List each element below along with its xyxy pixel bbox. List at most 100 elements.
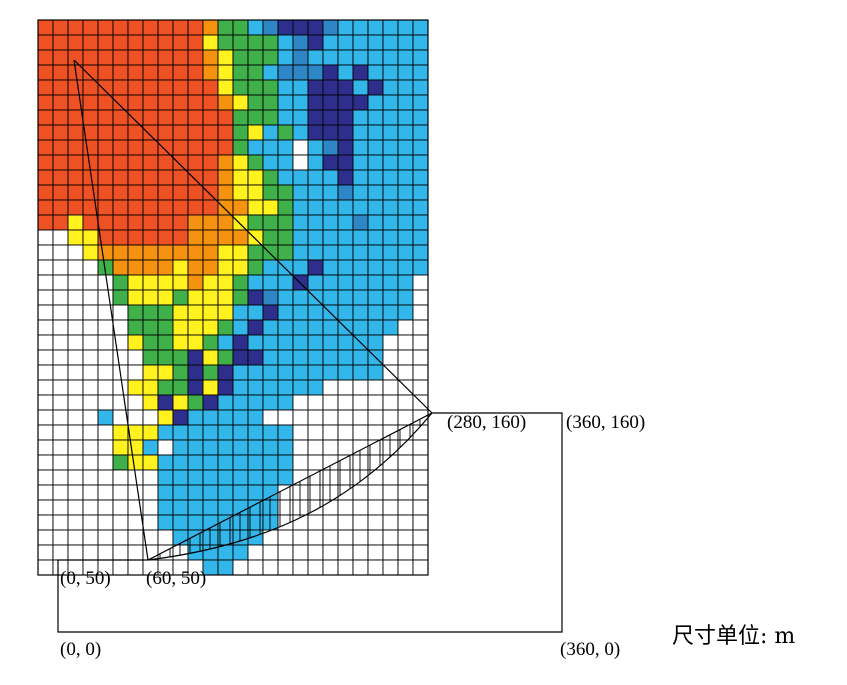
grid-cell bbox=[97, 514, 114, 531]
grid-cell bbox=[217, 499, 234, 516]
grid-cell bbox=[202, 124, 219, 141]
grid-cell bbox=[262, 214, 279, 231]
grid-cell bbox=[412, 259, 429, 276]
grid-cell bbox=[337, 259, 354, 276]
grid-cell bbox=[292, 379, 309, 396]
grid-cell bbox=[322, 379, 339, 396]
grid-cell bbox=[52, 109, 69, 126]
grid-cell bbox=[52, 139, 69, 156]
grid-cell bbox=[37, 109, 54, 126]
grid-cell bbox=[172, 319, 189, 336]
grid-cell bbox=[112, 229, 129, 246]
grid-cell bbox=[67, 244, 84, 261]
grid-cell bbox=[157, 79, 174, 96]
grid-cell bbox=[157, 274, 174, 291]
grid-cell bbox=[262, 229, 279, 246]
grid-cell bbox=[202, 289, 219, 306]
grid-cell bbox=[232, 289, 249, 306]
grid-cell bbox=[187, 244, 204, 261]
grid-cell bbox=[277, 94, 294, 111]
grid-cell bbox=[412, 169, 429, 186]
grid-cell bbox=[157, 484, 174, 501]
grid-cell bbox=[67, 109, 84, 126]
grid-cell bbox=[52, 19, 69, 36]
grid-cell bbox=[142, 259, 159, 276]
grid-cell bbox=[382, 544, 399, 561]
grid-cell bbox=[187, 484, 204, 501]
grid-cell bbox=[112, 319, 129, 336]
grid-cell bbox=[322, 544, 339, 561]
grid-cell bbox=[157, 379, 174, 396]
grid-cell bbox=[397, 259, 414, 276]
grid-cell bbox=[127, 34, 144, 51]
grid-cell bbox=[127, 394, 144, 411]
grid-cell bbox=[352, 169, 369, 186]
grid-cell bbox=[277, 424, 294, 441]
grid-cell bbox=[397, 304, 414, 321]
grid-cell bbox=[262, 19, 279, 36]
grid-cell bbox=[202, 499, 219, 516]
grid-cell bbox=[217, 274, 234, 291]
grid-cell bbox=[82, 64, 99, 81]
grid-cell bbox=[202, 19, 219, 36]
grid-cell bbox=[277, 319, 294, 336]
grid-cell bbox=[97, 199, 114, 216]
grid-cell bbox=[292, 109, 309, 126]
grid-cell bbox=[367, 169, 384, 186]
grid-cell bbox=[307, 349, 324, 366]
grid-cell bbox=[172, 349, 189, 366]
label-top-right: (360, 160) bbox=[566, 412, 645, 433]
grid-cell bbox=[367, 244, 384, 261]
grid-cell bbox=[292, 169, 309, 186]
grid-cell bbox=[337, 394, 354, 411]
grid-cell bbox=[307, 304, 324, 321]
grid-cell bbox=[322, 514, 339, 531]
grid-cell bbox=[292, 154, 309, 171]
grid-cell bbox=[412, 499, 429, 516]
grid-cell bbox=[307, 319, 324, 336]
grid-cell bbox=[217, 19, 234, 36]
grid-cell bbox=[37, 79, 54, 96]
grid-cell bbox=[292, 64, 309, 81]
grid-cell bbox=[172, 229, 189, 246]
grid-cell bbox=[397, 94, 414, 111]
grid-cell bbox=[232, 214, 249, 231]
grid-cell bbox=[127, 514, 144, 531]
grid-cell bbox=[322, 559, 339, 576]
grid-cell bbox=[367, 424, 384, 441]
grid-cell bbox=[97, 124, 114, 141]
grid-cell bbox=[292, 49, 309, 66]
grid-cell bbox=[307, 244, 324, 261]
grid-cell bbox=[217, 394, 234, 411]
grid-cell bbox=[232, 484, 249, 501]
grid-cell bbox=[367, 289, 384, 306]
grid-cell bbox=[247, 154, 264, 171]
grid-cell bbox=[187, 259, 204, 276]
grid-cell bbox=[232, 34, 249, 51]
grid-cell bbox=[217, 79, 234, 96]
grid-cell bbox=[247, 349, 264, 366]
grid-cell bbox=[367, 229, 384, 246]
grid-cell bbox=[127, 484, 144, 501]
grid-cell bbox=[82, 259, 99, 276]
grid-cell bbox=[262, 259, 279, 276]
grid-cell bbox=[337, 169, 354, 186]
grid-cell bbox=[187, 79, 204, 96]
grid-cell bbox=[307, 394, 324, 411]
grid-cell bbox=[172, 499, 189, 516]
grid-cell bbox=[247, 34, 264, 51]
grid-cell bbox=[397, 19, 414, 36]
grid-cell bbox=[157, 34, 174, 51]
grid-cell bbox=[232, 454, 249, 471]
grid-cell bbox=[112, 349, 129, 366]
grid-cell bbox=[322, 349, 339, 366]
grid-cell bbox=[352, 454, 369, 471]
grid-cell bbox=[322, 424, 339, 441]
grid-cell bbox=[112, 34, 129, 51]
grid-cell bbox=[367, 544, 384, 561]
grid-cell bbox=[202, 214, 219, 231]
grid-cell bbox=[202, 379, 219, 396]
grid-cell bbox=[157, 244, 174, 261]
grid-cell bbox=[127, 379, 144, 396]
label-left-step: (0, 50) bbox=[60, 568, 111, 589]
